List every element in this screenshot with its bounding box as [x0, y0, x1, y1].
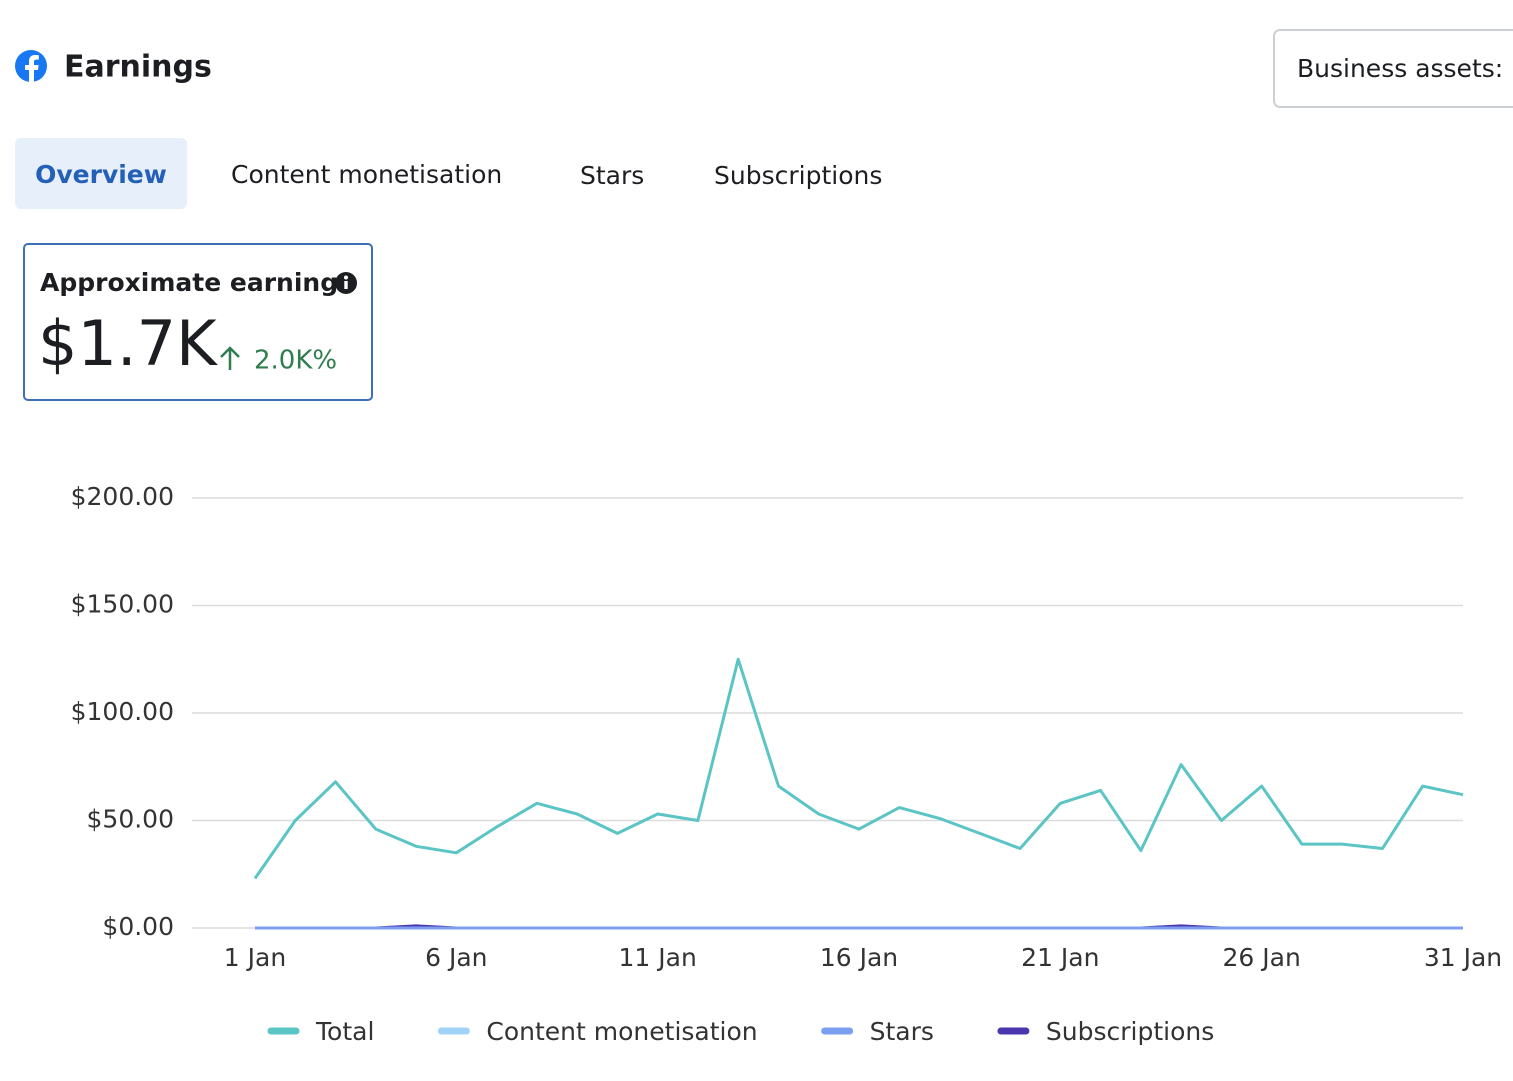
- tab[interactable]: Content monetisation: [231, 160, 502, 189]
- x-tick-label: 16 Jan: [820, 943, 898, 972]
- info-icon: [335, 272, 357, 294]
- legend-label: Total: [315, 1017, 374, 1046]
- x-tick-label: 6 Jan: [425, 943, 487, 972]
- y-tick-label: $50.00: [87, 805, 174, 834]
- y-tick-label: $150.00: [71, 590, 174, 619]
- y-tick-label: $0.00: [102, 912, 174, 941]
- x-tick-label: 1 Jan: [224, 943, 286, 972]
- y-tick-label: $200.00: [71, 482, 174, 511]
- y-tick-label: $100.00: [71, 697, 174, 726]
- business-assets-button[interactable]: [1273, 29, 1513, 108]
- legend-label: Content monetisation: [486, 1017, 757, 1046]
- facebook-icon: [15, 50, 47, 82]
- x-tick-label: 11 Jan: [619, 943, 697, 972]
- x-tick-label: 26 Jan: [1223, 943, 1301, 972]
- earnings-card[interactable]: [23, 243, 373, 401]
- card-change: 2.0K%: [254, 346, 337, 376]
- tab-active-bg: [15, 138, 187, 209]
- card-value: $1.7K: [38, 307, 218, 380]
- series-line: [253, 657, 1464, 880]
- tab[interactable]: Subscriptions: [714, 161, 882, 190]
- card-title: Approximate earnings: [40, 268, 353, 297]
- business-assets-label: Business assets:: [1297, 54, 1503, 83]
- x-tick-label: 31 Jan: [1424, 943, 1502, 972]
- x-tick-label: 21 Jan: [1021, 943, 1099, 972]
- page-title: Earnings: [64, 50, 212, 85]
- legend-label: Stars: [870, 1017, 934, 1046]
- tab[interactable]: Overview: [35, 160, 167, 189]
- legend-label: Subscriptions: [1046, 1017, 1214, 1046]
- tab[interactable]: Stars: [580, 161, 644, 190]
- up-arrow: [220, 346, 240, 370]
